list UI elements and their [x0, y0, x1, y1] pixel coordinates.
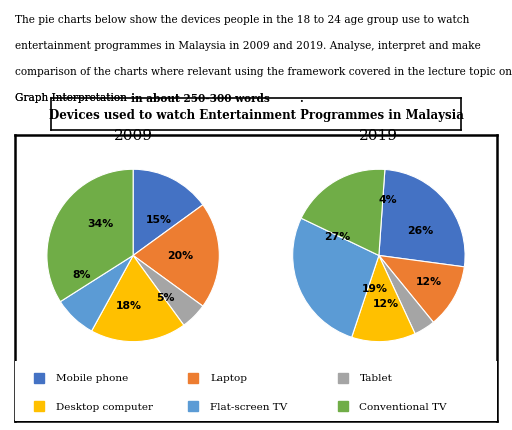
- Text: 18%: 18%: [116, 301, 142, 311]
- Wedge shape: [379, 256, 464, 322]
- Text: The pie charts below show the devices people in the 18 to 24 age group use to wa: The pie charts below show the devices pe…: [15, 15, 470, 25]
- Text: 12%: 12%: [373, 298, 399, 308]
- Text: 26%: 26%: [407, 225, 433, 235]
- Title: 2019: 2019: [359, 129, 398, 143]
- Text: 27%: 27%: [325, 232, 351, 242]
- Wedge shape: [92, 256, 184, 342]
- Text: Devices used to watch Entertainment Programmes in Malaysia: Devices used to watch Entertainment Prog…: [49, 108, 463, 122]
- Text: comparison of the charts where relevant using the framework covered in the lectu: comparison of the charts where relevant …: [15, 67, 512, 77]
- Text: entertainment programmes in Malaysia in 2009 and 2019. Analyse, interpret and ma: entertainment programmes in Malaysia in …: [15, 41, 481, 51]
- Wedge shape: [133, 170, 203, 256]
- Title: 2009: 2009: [114, 129, 153, 143]
- Text: .: .: [300, 92, 303, 104]
- Wedge shape: [352, 256, 415, 342]
- Text: 15%: 15%: [146, 215, 172, 225]
- Wedge shape: [379, 256, 433, 334]
- Text: Desktop computer: Desktop computer: [56, 402, 153, 411]
- Text: Conventional TV: Conventional TV: [359, 402, 447, 411]
- Text: 12%: 12%: [416, 276, 442, 287]
- Wedge shape: [293, 219, 379, 338]
- Text: in about 250-300 words: in about 250-300 words: [131, 92, 269, 104]
- Wedge shape: [133, 205, 219, 307]
- Text: Mobile phone: Mobile phone: [56, 374, 129, 383]
- Wedge shape: [133, 256, 203, 326]
- Text: Flat-screen TV: Flat-screen TV: [210, 402, 288, 411]
- Text: 34%: 34%: [87, 218, 114, 228]
- Wedge shape: [301, 170, 385, 256]
- Text: Laptop: Laptop: [210, 374, 247, 383]
- Text: Tablet: Tablet: [359, 374, 392, 383]
- Text: 4%: 4%: [378, 195, 397, 205]
- Text: 19%: 19%: [361, 283, 388, 294]
- Text: 5%: 5%: [157, 292, 175, 302]
- Text: Graph Interpretation: Graph Interpretation: [15, 92, 127, 102]
- Text: 20%: 20%: [167, 251, 194, 261]
- Text: Graph Interpretation: Graph Interpretation: [15, 92, 131, 102]
- Wedge shape: [47, 170, 133, 302]
- Text: 8%: 8%: [72, 270, 91, 280]
- Wedge shape: [379, 170, 465, 267]
- Wedge shape: [60, 256, 133, 331]
